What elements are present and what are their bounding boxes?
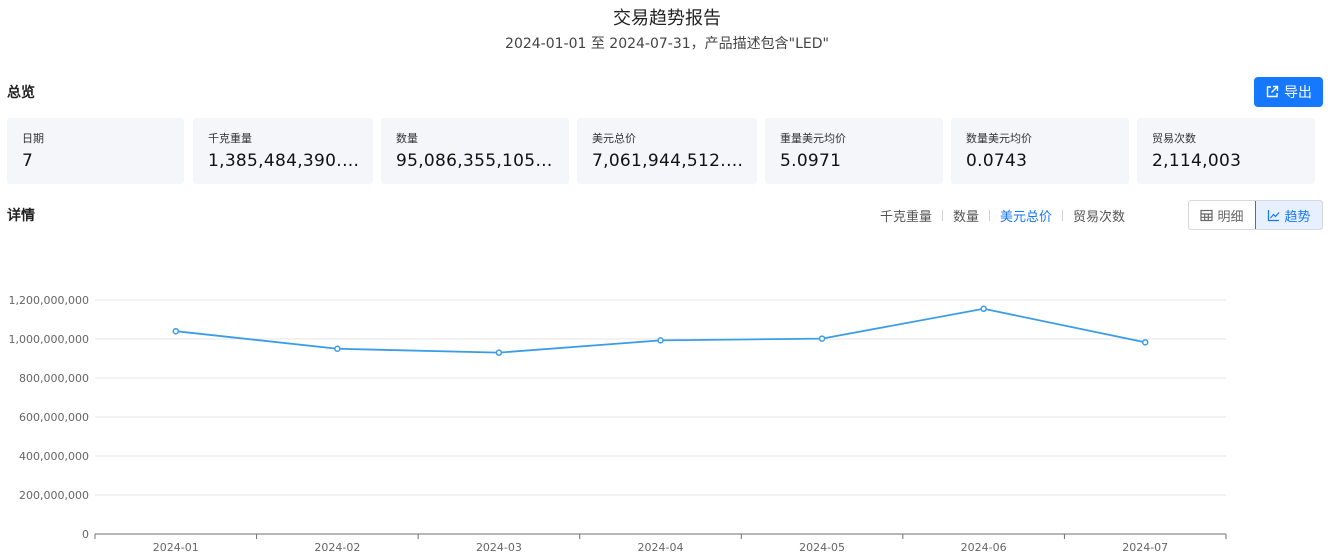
tab-trade-count[interactable]: 贸易次数 bbox=[1073, 209, 1126, 225]
tab-divider bbox=[942, 209, 944, 221]
stat-card-weight-avg-usd: 重量美元均价 5.0971 bbox=[765, 118, 943, 184]
stat-label: 贸易次数 bbox=[1152, 132, 1196, 145]
stat-label: 重量美元均价 bbox=[780, 132, 846, 145]
tab-quantity[interactable]: 数量 bbox=[953, 209, 980, 225]
detail-heading: 详情 bbox=[7, 208, 35, 224]
tab-total-usd[interactable]: 美元总价 bbox=[1000, 209, 1053, 225]
y-tick-label: 400,000,000 bbox=[19, 450, 89, 463]
x-tick-label: 2024-07 bbox=[1122, 541, 1168, 554]
series-line bbox=[175, 307, 1146, 354]
stat-label: 数量 bbox=[396, 132, 418, 145]
detail-view-label: 明细 bbox=[1217, 209, 1244, 225]
y-tick-label: 0 bbox=[82, 528, 89, 541]
data-point bbox=[334, 345, 341, 352]
trend-view-button[interactable]: 趋势 bbox=[1255, 201, 1322, 229]
y-tick-label: 1,200,000,000 bbox=[9, 294, 89, 307]
report-title: 交易趋势报告 bbox=[613, 8, 721, 29]
data-point bbox=[980, 305, 987, 313]
data-point bbox=[1141, 339, 1149, 346]
data-point bbox=[495, 349, 503, 356]
x-tick-label: 2024-05 bbox=[799, 541, 845, 554]
stat-card-quantity: 数量 95,086,355,105.... bbox=[381, 118, 569, 184]
stat-label: 数量美元均价 bbox=[966, 132, 1032, 145]
line-chart-icon bbox=[1268, 209, 1280, 221]
export-button[interactable]: 导出 bbox=[1254, 77, 1323, 107]
report-subtitle: 2024-01-01 至 2024-07-31，产品描述包含"LED" bbox=[505, 36, 829, 52]
stat-card-trade-count: 贸易次数 2,114,003 bbox=[1137, 118, 1315, 184]
x-tick-label: 2024-01 bbox=[153, 541, 199, 554]
x-tick-label: 2024-03 bbox=[476, 541, 522, 554]
data-point bbox=[172, 327, 180, 335]
trend-view-label: 趋势 bbox=[1284, 209, 1311, 225]
stat-card-date: 日期 7 bbox=[7, 118, 184, 184]
stat-card-total-usd: 美元总价 7,061,944,512.79 bbox=[577, 118, 757, 184]
metric-tabs: 千克重量 数量 美元总价 贸易次数 bbox=[870, 206, 1135, 225]
tab-divider bbox=[1062, 209, 1064, 221]
table-icon bbox=[1200, 209, 1214, 221]
detail-view-button[interactable]: 明细 bbox=[1189, 201, 1255, 229]
external-link-icon bbox=[1266, 85, 1279, 98]
data-point bbox=[818, 335, 826, 342]
export-button-label: 导出 bbox=[1284, 85, 1312, 101]
x-tick-label: 2024-06 bbox=[961, 541, 1007, 554]
stat-card-weight-kg: 千克重量 1,385,484,390.79 bbox=[193, 118, 373, 184]
stat-label: 美元总价 bbox=[592, 132, 636, 145]
stat-card-quantity-avg-usd: 数量美元均价 0.0743 bbox=[951, 118, 1129, 184]
overview-heading: 总览 bbox=[7, 85, 35, 101]
y-tick-label: 800,000,000 bbox=[19, 372, 89, 385]
stat-label: 千克重量 bbox=[208, 132, 252, 145]
x-tick-label: 2024-02 bbox=[314, 541, 360, 554]
y-tick-label: 600,000,000 bbox=[19, 411, 89, 424]
stat-label: 日期 bbox=[22, 132, 44, 145]
data-point bbox=[657, 337, 664, 344]
tab-divider bbox=[989, 209, 991, 221]
x-tick-label: 2024-04 bbox=[638, 541, 684, 554]
y-tick-label: 1,000,000,000 bbox=[9, 333, 89, 346]
tab-weight-kg[interactable]: 千克重量 bbox=[880, 209, 933, 225]
y-tick-label: 200,000,000 bbox=[19, 489, 89, 502]
view-toggle: 明细 趋势 bbox=[1188, 200, 1323, 230]
